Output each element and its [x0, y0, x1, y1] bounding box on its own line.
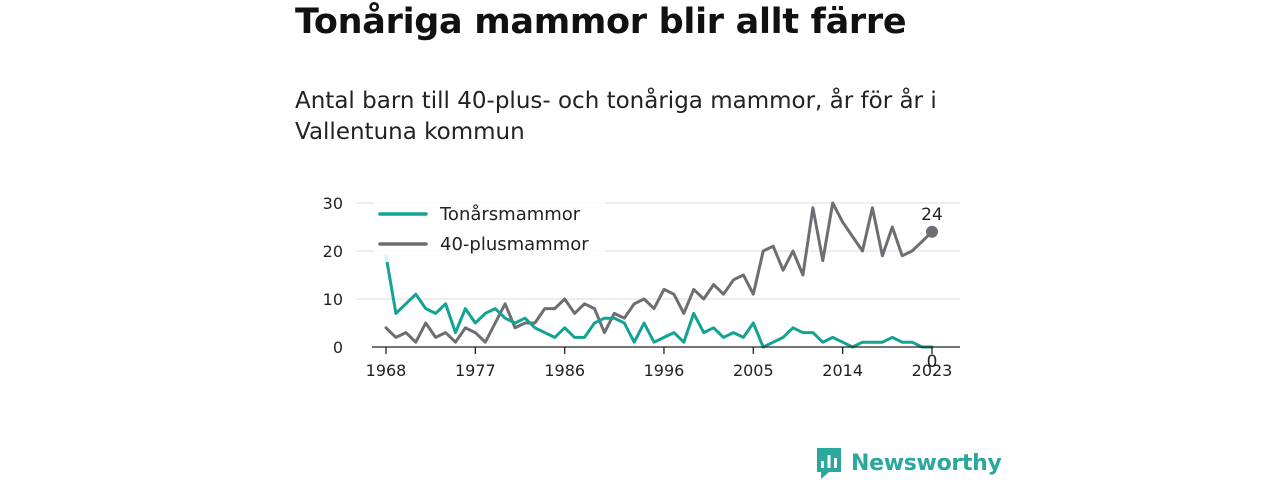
x-tick-label: 2014 [822, 361, 863, 380]
y-tick-label: 30 [323, 194, 343, 213]
axes: 0 10 20 30 1968 1977 1986 1996 2005 2014 2023 [323, 194, 960, 380]
brand-name: Newsworthy [851, 450, 1002, 476]
x-tick-label: 1968 [366, 361, 407, 380]
chart-subtitle: Antal barn till 40-plus- och tonåriga ma… [295, 88, 937, 145]
legend-label-plusmammor: 40-plusmammor [440, 234, 589, 255]
legend: Tonårsmammor 40-plusmammor [374, 200, 606, 262]
x-tick-label: 1996 [644, 361, 685, 380]
y-tick-label: 0 [333, 338, 343, 357]
x-tick-label: 2023 [912, 361, 953, 380]
legend-background [374, 200, 606, 262]
x-tick-label: 1986 [544, 361, 585, 380]
newsworthy-logo: Newsworthy [815, 446, 1002, 480]
y-tick-label: 10 [323, 290, 343, 309]
legend-label-tonarsmammor: Tonårsmammor [439, 204, 581, 225]
plusmammor-end-point [926, 225, 938, 238]
tonarsmammor-line [384, 254, 934, 349]
plusmammor-end-label: 24 [921, 205, 943, 225]
plusmammor-line [384, 201, 934, 344]
series-lines: 24 0 [384, 201, 943, 372]
newsworthy-icon [817, 448, 841, 479]
tonarsmammor-end-label: 0 [927, 352, 938, 372]
y-tick-label: 20 [323, 242, 343, 261]
x-tick-label: 2005 [733, 361, 774, 380]
chart-title: Tonåriga mammor blir allt färre [295, 2, 907, 42]
x-tick-label: 1977 [455, 361, 496, 380]
